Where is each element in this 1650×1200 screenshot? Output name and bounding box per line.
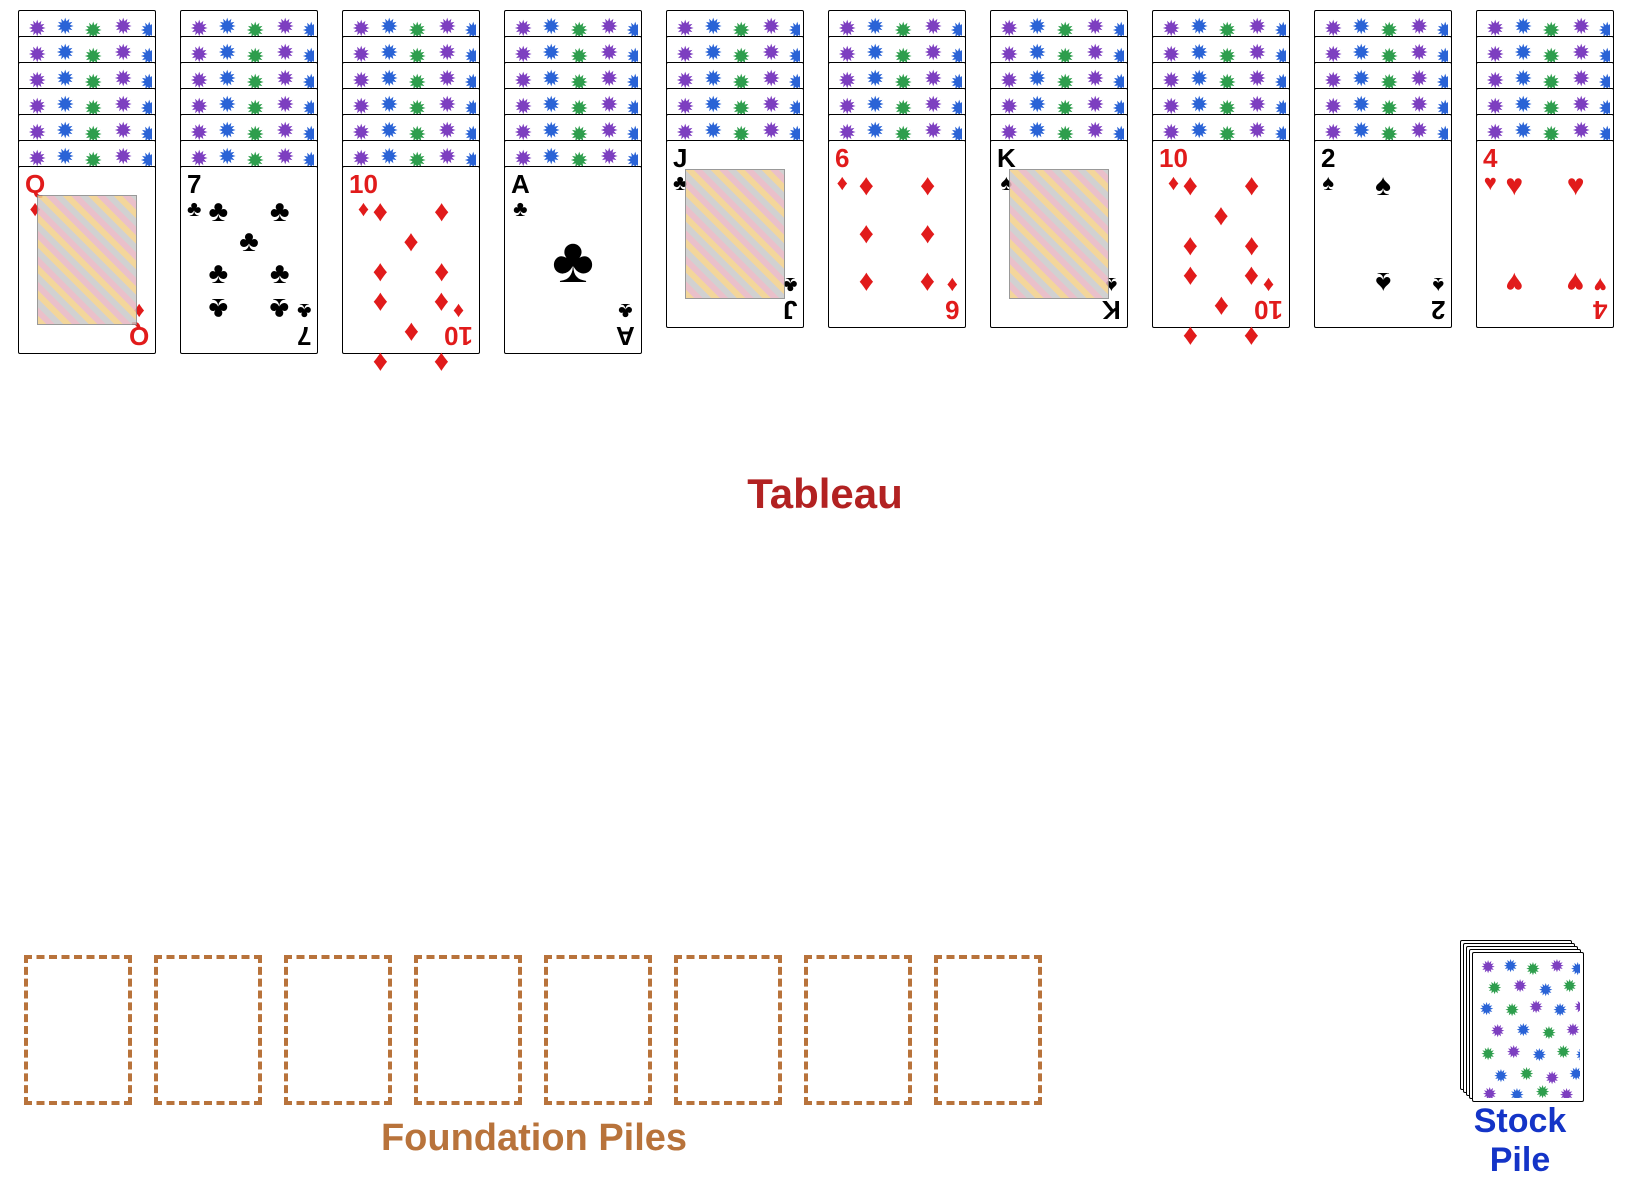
foundation-label: Foundation Piles: [24, 1117, 1044, 1160]
card-rank-top: 2♠: [1321, 145, 1335, 194]
foundation-slot-3[interactable]: [284, 955, 392, 1105]
card-rank-bottom: 6♦: [945, 274, 959, 323]
foundation-slot-5[interactable]: [544, 955, 652, 1105]
foundation-slot-1[interactable]: [24, 955, 132, 1105]
card-J-clubs[interactable]: J♣J♣: [666, 140, 804, 328]
card-rank-top: 6♦: [835, 145, 849, 194]
card-Q-diamonds[interactable]: Q♦Q♦: [18, 166, 156, 354]
card-10-diamonds[interactable]: 10♦10♦♦♦♦♦♦♦♦♦♦♦: [342, 166, 480, 354]
card-2-spades[interactable]: 2♠ 2♠♠♠: [1314, 140, 1452, 328]
card-6-diamonds[interactable]: 6♦ 6♦♦♦♦♦♦♦: [828, 140, 966, 328]
pip-grid: ♦♦♦♦♦♦♦♦♦♦: [365, 197, 457, 323]
foundation-area: [24, 955, 1042, 1105]
card-rank-bottom: 2♠: [1431, 274, 1445, 323]
card-rank-top: 4♥: [1483, 145, 1497, 194]
card-7-clubs[interactable]: 7♣ 7♣♣♣♣♣♣♣♣: [180, 166, 318, 354]
foundation-slot-7[interactable]: [804, 955, 912, 1105]
card-rank-bottom: 7♣: [297, 300, 311, 349]
pip-grid: ♥♥♥♥: [1499, 171, 1591, 297]
court-illustration: [685, 169, 785, 299]
card-A-clubs[interactable]: A♣ A♣ ♣: [504, 166, 642, 354]
pip-grid: ♦♦♦♦♦♦♦♦♦♦: [1175, 171, 1267, 297]
card-K-spades[interactable]: K♠K♠: [990, 140, 1128, 328]
card-rank-top: A♣: [511, 171, 530, 220]
tableau-column-10[interactable]: ✹✹✹✹✹✹✹✹✹✹✹✹✹✹✹✹✹✹✹✹✹✹✹✹✹✹✹✹✹✹✹✹✹✹✹✹✹✹✹✹…: [1476, 10, 1614, 328]
card-10-diamonds[interactable]: 10♦10♦♦♦♦♦♦♦♦♦♦♦: [1152, 140, 1290, 328]
card-rank-bottom: A♣: [616, 300, 635, 349]
stock-pile[interactable]: ✹✹✹✹✹✹✹✹✹✹✹✹✹✹✹✹✹✹✹✹✹✹✹✹✹✹✹✹✹✹✹✹✹✹✹✹✹✹✹✹…: [1460, 940, 1580, 1100]
card-rank-bottom: 4♥: [1593, 274, 1607, 323]
pip-grid: ♠♠: [1337, 171, 1429, 297]
tableau-column-2[interactable]: ✹✹✹✹✹✹✹✹✹✹✹✹✹✹✹✹✹✹✹✹✹✹✹✹✹✹✹✹✹✹✹✹✹✹✹✹✹✹✹✹…: [180, 10, 318, 354]
card-4-hearts[interactable]: 4♥ 4♥♥♥♥♥: [1476, 140, 1614, 328]
stock-label: Stock Pile: [1440, 1102, 1600, 1180]
ace-pip: ♣: [552, 223, 594, 297]
tableau-area: ✹✹✹✹✹✹✹✹✹✹✹✹✹✹✹✹✹✹✹✹✹✹✹✹✹✹✹✹✹✹✹✹✹✹✹✹✹✹✹✹…: [18, 10, 1614, 354]
tableau-column-9[interactable]: ✹✹✹✹✹✹✹✹✹✹✹✹✹✹✹✹✹✹✹✹✹✹✹✹✹✹✹✹✹✹✹✹✹✹✹✹✹✹✹✹…: [1314, 10, 1452, 328]
card-rank-top: 7♣: [187, 171, 201, 220]
tableau-label: Tableau: [0, 470, 1650, 518]
pip-grid: ♣♣♣♣♣♣♣: [203, 197, 295, 323]
tableau-column-3[interactable]: ✹✹✹✹✹✹✹✹✹✹✹✹✹✹✹✹✹✹✹✹✹✹✹✹✹✹✹✹✹✹✹✹✹✹✹✹✹✹✹✹…: [342, 10, 480, 354]
court-illustration: [37, 195, 137, 325]
court-illustration: [1009, 169, 1109, 299]
pip-grid: ♦♦♦♦♦♦: [851, 171, 943, 297]
foundation-slot-8[interactable]: [934, 955, 1042, 1105]
tableau-column-8[interactable]: ✹✹✹✹✹✹✹✹✹✹✹✹✹✹✹✹✹✹✹✹✹✹✹✹✹✹✹✹✹✹✹✹✹✹✹✹✹✹✹✹…: [1152, 10, 1290, 328]
tableau-column-1[interactable]: ✹✹✹✹✹✹✹✹✹✹✹✹✹✹✹✹✹✹✹✹✹✹✹✹✹✹✹✹✹✹✹✹✹✹✹✹✹✹✹✹…: [18, 10, 156, 354]
tableau-column-5[interactable]: ✹✹✹✹✹✹✹✹✹✹✹✹✹✹✹✹✹✹✹✹✹✹✹✹✹✹✹✹✹✹✹✹✹✹✹✹✹✹✹✹…: [666, 10, 804, 328]
stock-card[interactable]: ✹✹✹✹✹✹✹✹✹✹✹✹✹✹✹✹✹✹✹✹✹✹✹✹✹✹✹✹✹✹✹: [1472, 952, 1584, 1102]
tableau-column-7[interactable]: ✹✹✹✹✹✹✹✹✹✹✹✹✹✹✹✹✹✹✹✹✹✹✹✹✹✹✹✹✹✹✹✹✹✹✹✹✹✹✹✹…: [990, 10, 1128, 328]
stock-label-line2: Pile: [1490, 1141, 1550, 1179]
foundation-slot-2[interactable]: [154, 955, 262, 1105]
tableau-column-6[interactable]: ✹✹✹✹✹✹✹✹✹✹✹✹✹✹✹✹✹✹✹✹✹✹✹✹✹✹✹✹✹✹✹✹✹✹✹✹✹✹✹✹…: [828, 10, 966, 328]
tableau-column-4[interactable]: ✹✹✹✹✹✹✹✹✹✹✹✹✹✹✹✹✹✹✹✹✹✹✹✹✹✹✹✹✹✹✹✹✹✹✹✹✹✹✹✹…: [504, 10, 642, 354]
stock-label-line1: Stock: [1474, 1102, 1567, 1140]
foundation-slot-4[interactable]: [414, 955, 522, 1105]
foundation-slot-6[interactable]: [674, 955, 782, 1105]
